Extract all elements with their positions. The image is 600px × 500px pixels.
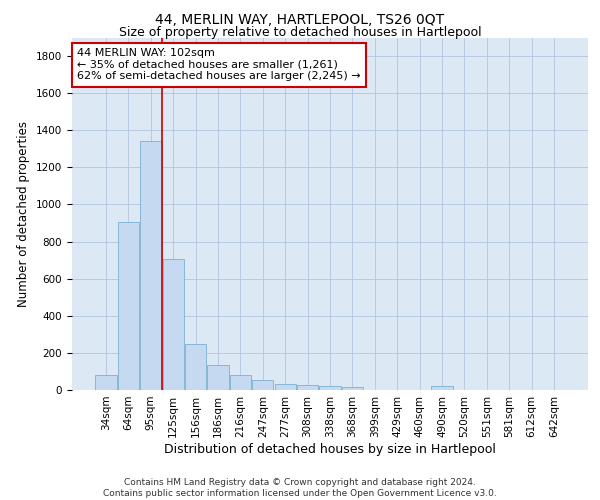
Bar [342, 387, 363, 390]
Bar [118, 222, 139, 390]
Bar [252, 380, 274, 390]
Text: Contains HM Land Registry data © Crown copyright and database right 2024.
Contai: Contains HM Land Registry data © Crown c… [103, 478, 497, 498]
Text: Size of property relative to detached houses in Hartlepool: Size of property relative to detached ho… [119, 26, 481, 39]
Text: 44, MERLIN WAY, HARTLEPOOL, TS26 0QT: 44, MERLIN WAY, HARTLEPOOL, TS26 0QT [155, 12, 445, 26]
Bar [140, 142, 161, 390]
Bar [275, 384, 296, 390]
Bar [230, 375, 251, 390]
Bar [163, 259, 184, 390]
Bar [208, 365, 229, 390]
Bar [319, 386, 341, 390]
Bar [297, 386, 318, 390]
Bar [95, 375, 117, 390]
X-axis label: Distribution of detached houses by size in Hartlepool: Distribution of detached houses by size … [164, 442, 496, 456]
Text: 44 MERLIN WAY: 102sqm
← 35% of detached houses are smaller (1,261)
62% of semi-d: 44 MERLIN WAY: 102sqm ← 35% of detached … [77, 48, 361, 82]
Y-axis label: Number of detached properties: Number of detached properties [17, 120, 31, 306]
Bar [185, 344, 206, 390]
Bar [431, 386, 452, 390]
